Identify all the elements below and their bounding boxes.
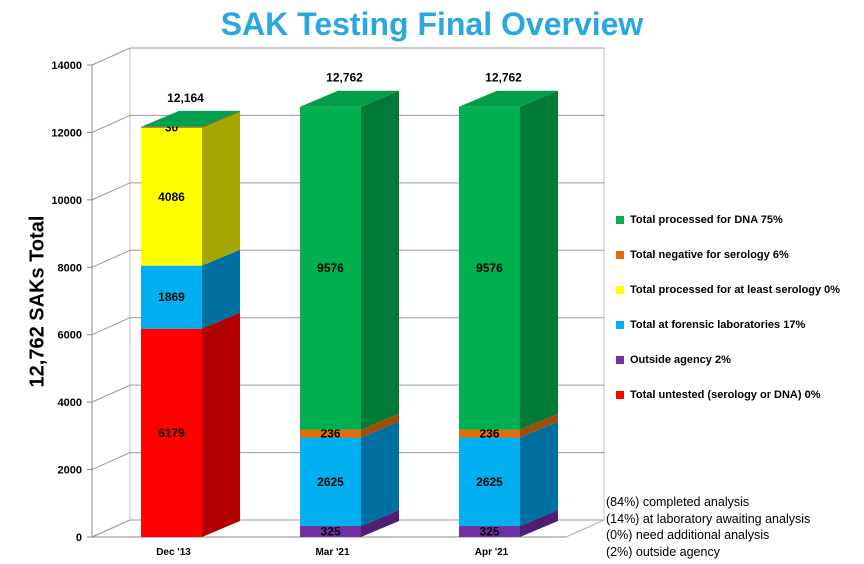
gridline-depth (91, 182, 131, 201)
data-label: 1869 (158, 290, 185, 304)
data-label: 325 (320, 525, 340, 539)
bar-segment (300, 526, 361, 537)
bar-segment-side (520, 421, 558, 527)
gridline-depth (91, 114, 131, 133)
legend-label: Total negative for serology 6% (630, 249, 789, 261)
legend-swatch (616, 391, 624, 399)
legend-swatch (616, 321, 624, 329)
summary-notes: (84%) completed analysis (14%) at labora… (606, 494, 810, 560)
gridline-depth (91, 519, 131, 538)
legend-label: Total at forensic laboratories 17% (630, 319, 806, 331)
bar-segment-side (202, 312, 240, 537)
legend-label: Total untested (serology or DNA) 0% (630, 389, 821, 401)
bar-segment (459, 526, 520, 537)
x-tick-label: Mar '21 (315, 547, 350, 558)
bar-top-face (141, 110, 240, 127)
legend-swatch (616, 251, 624, 259)
data-label: 236 (479, 427, 499, 441)
legend-swatch (616, 356, 624, 364)
bar-segment (459, 437, 520, 527)
bar-segment (459, 429, 520, 438)
gridline-depth (91, 384, 131, 403)
y-tick-label: 14000 (51, 60, 82, 72)
bar-segment-side (361, 510, 399, 537)
bar-segment-side (202, 249, 240, 329)
data-label: 4086 (158, 190, 185, 204)
bar-total-label: 12,762 (326, 71, 363, 85)
bar-segment-side (361, 90, 399, 430)
summary-note: (2%) outside agency (606, 544, 720, 559)
bar-segment-side (520, 510, 558, 537)
y-tick-label: 8000 (58, 262, 82, 274)
bar-segment (300, 437, 361, 527)
chart-title: SAK Testing Final Overview (220, 6, 644, 42)
bar-segment-side (202, 110, 240, 128)
legend-swatch (616, 216, 624, 224)
bar-top-face (300, 90, 399, 107)
bar-segment (141, 328, 202, 537)
x-tick-label: Apr '21 (475, 547, 509, 558)
bar-segment (141, 126, 202, 128)
bar-total-label: 12,762 (485, 71, 522, 85)
y-tick-label: 12000 (51, 127, 82, 139)
bar-segment-side (520, 90, 558, 430)
y-tick-label: 2000 (58, 465, 82, 477)
summary-note: (0%) need additional analysis (606, 528, 770, 542)
bar-segment-side (520, 413, 558, 438)
x-tick-label: Dec '13 (156, 547, 191, 558)
data-label: 2625 (317, 475, 344, 489)
data-label: 6179 (158, 426, 185, 440)
bar-segment (300, 429, 361, 438)
bar-top-face (459, 90, 558, 107)
data-label: 325 (479, 525, 499, 539)
y-tick-label: 4000 (58, 397, 82, 409)
data-label: 2625 (476, 475, 503, 489)
bar-segment (300, 106, 361, 430)
bar-segment (141, 127, 202, 266)
data-label: 236 (320, 427, 340, 441)
summary-note: (14%) at laboratory awaiting analysis (606, 511, 811, 526)
y-axis-label: 12,762 SAKs Total (26, 215, 49, 388)
y-tick-label: 10000 (51, 195, 82, 207)
bar-segment (459, 106, 520, 430)
gridline-depth (91, 317, 131, 336)
legend-label: Total processed for at least serology 0% (630, 284, 841, 296)
summary-note: (84%) completed analysis (606, 495, 750, 509)
bar-segment-side (202, 111, 240, 266)
y-tick-label: 0 (76, 532, 82, 544)
gridline-depth (91, 452, 131, 471)
y-tick-label: 6000 (58, 330, 82, 342)
legend-label: Outside agency 2% (630, 354, 731, 366)
data-label: 9576 (476, 261, 503, 275)
bar-segment-side (361, 421, 399, 527)
bar-segment-side (361, 413, 399, 438)
bar-total-label: 12,164 (167, 91, 204, 105)
bar-segment (141, 265, 202, 329)
gridline-depth (91, 249, 131, 268)
legend-label: Total processed for DNA 75% (630, 214, 783, 226)
legend-swatch (616, 286, 624, 294)
data-label: 9576 (317, 261, 344, 275)
gridline-depth (91, 47, 131, 66)
